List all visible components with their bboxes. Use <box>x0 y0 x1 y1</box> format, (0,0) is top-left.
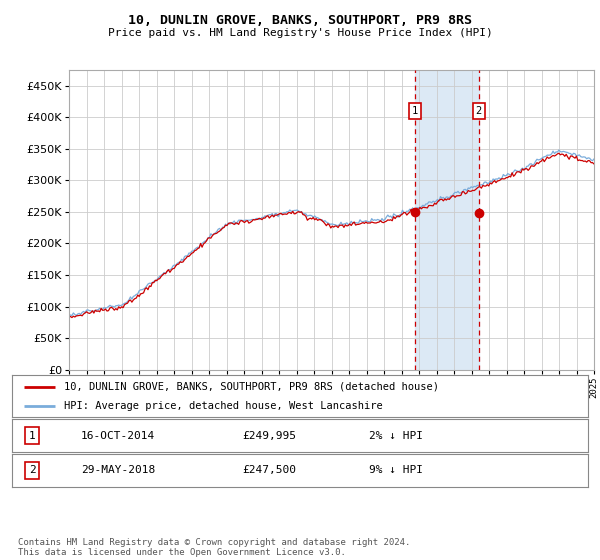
Text: Contains HM Land Registry data © Crown copyright and database right 2024.
This d: Contains HM Land Registry data © Crown c… <box>18 538 410 557</box>
Bar <box>415 70 479 370</box>
Text: 10, DUNLIN GROVE, BANKS, SOUTHPORT, PR9 8RS (detached house): 10, DUNLIN GROVE, BANKS, SOUTHPORT, PR9 … <box>64 381 439 391</box>
Text: £247,500: £247,500 <box>242 465 296 475</box>
Text: 29-MAY-2018: 29-MAY-2018 <box>81 465 155 475</box>
Text: £249,995: £249,995 <box>242 431 296 441</box>
Text: 2: 2 <box>29 465 35 475</box>
Text: 2% ↓ HPI: 2% ↓ HPI <box>369 431 423 441</box>
Text: 1: 1 <box>412 106 418 116</box>
Text: 10, DUNLIN GROVE, BANKS, SOUTHPORT, PR9 8RS: 10, DUNLIN GROVE, BANKS, SOUTHPORT, PR9 … <box>128 14 472 27</box>
Text: Price paid vs. HM Land Registry's House Price Index (HPI): Price paid vs. HM Land Registry's House … <box>107 28 493 38</box>
Text: 9% ↓ HPI: 9% ↓ HPI <box>369 465 423 475</box>
Text: 2: 2 <box>476 106 482 116</box>
Text: HPI: Average price, detached house, West Lancashire: HPI: Average price, detached house, West… <box>64 401 383 411</box>
Text: 16-OCT-2014: 16-OCT-2014 <box>81 431 155 441</box>
Text: 1: 1 <box>29 431 35 441</box>
